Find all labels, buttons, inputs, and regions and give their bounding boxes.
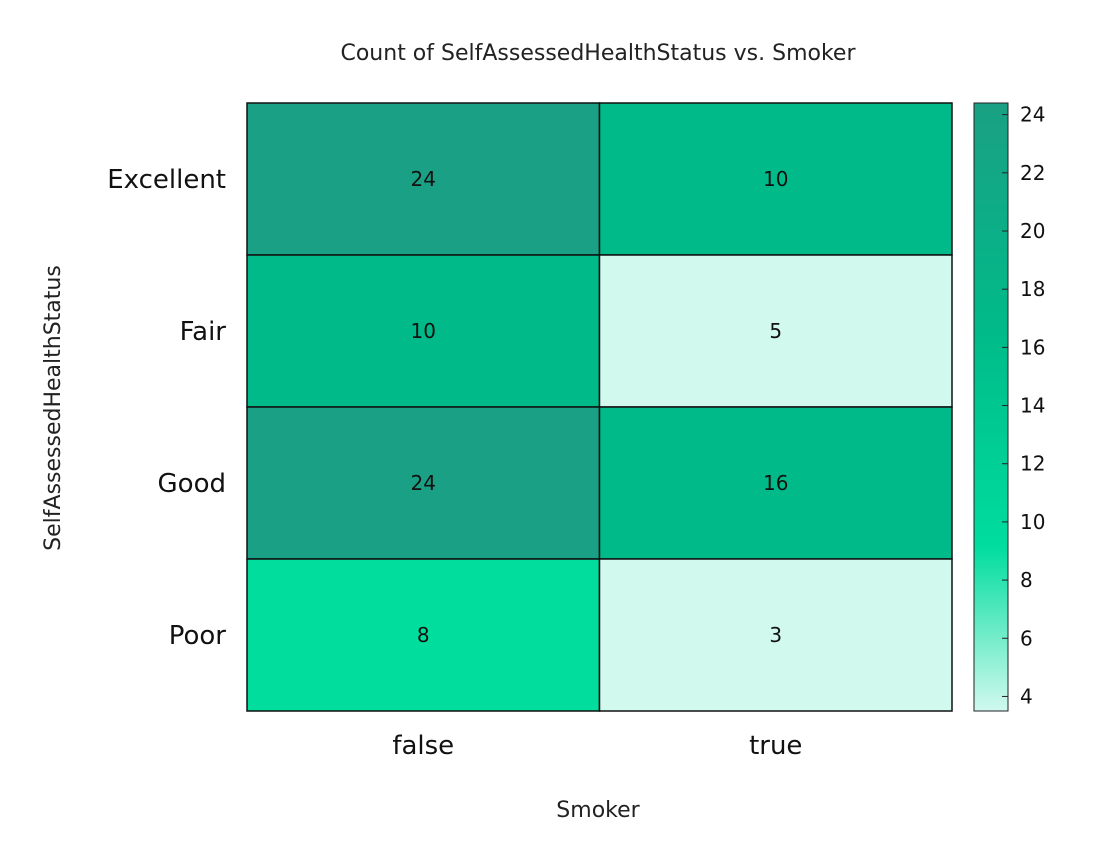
x-tick-label: true bbox=[749, 731, 802, 761]
colorbar-tick-label: 16 bbox=[1020, 335, 1045, 359]
cell-value-label: 10 bbox=[411, 319, 436, 343]
colorbar-tick-label: 6 bbox=[1020, 626, 1033, 650]
x-axis-tick-labels: false true bbox=[392, 731, 802, 761]
y-axis-tick-labels: Excellent Fair Good Poor bbox=[107, 165, 226, 651]
cell-value-label: 24 bbox=[411, 471, 436, 495]
colorbar-tick-label: 22 bbox=[1020, 161, 1045, 185]
heatmap-cells bbox=[246, 102, 953, 712]
y-axis-label: SelfAssessedHealthStatus bbox=[41, 265, 66, 551]
colorbar-tick-label: 10 bbox=[1020, 510, 1045, 534]
cell-value-label: 16 bbox=[763, 471, 788, 495]
y-tick-label: Excellent bbox=[107, 165, 226, 195]
chart-title: Count of SelfAssessedHealthStatus vs. Sm… bbox=[340, 41, 856, 66]
colorbar-tick-label: 18 bbox=[1020, 277, 1045, 301]
colorbar-tick-label: 4 bbox=[1020, 684, 1033, 708]
x-axis-label: Smoker bbox=[556, 798, 640, 823]
heatmap-cell bbox=[598, 406, 953, 560]
y-tick-label: Fair bbox=[180, 317, 227, 347]
cell-value-label: 24 bbox=[411, 167, 436, 191]
colorbar-tick-label: 12 bbox=[1020, 452, 1045, 476]
heatmap-cell bbox=[246, 558, 601, 712]
heatmap-cell bbox=[246, 406, 601, 560]
y-tick-label: Poor bbox=[169, 621, 227, 651]
heatmap-cell-labels: 24 10 10 5 24 16 8 3 bbox=[411, 167, 789, 647]
heatmap-cell bbox=[598, 558, 953, 712]
cell-value-label: 3 bbox=[769, 623, 782, 647]
heatmap-cell bbox=[598, 102, 953, 256]
colorbar bbox=[973, 102, 1009, 712]
cell-value-label: 8 bbox=[417, 623, 430, 647]
heatmap-cell bbox=[246, 254, 601, 408]
cell-value-label: 10 bbox=[763, 167, 788, 191]
cell-value-label: 5 bbox=[769, 319, 782, 343]
colorbar-tick-label: 24 bbox=[1020, 103, 1045, 127]
colorbar-tick-label: 20 bbox=[1020, 219, 1045, 243]
colorbar-tick-label: 8 bbox=[1020, 568, 1033, 592]
heatmap-cell bbox=[598, 254, 953, 408]
colorbar-ticks: 4 6 8 10 12 14 16 18 20 22 24 bbox=[1002, 103, 1045, 708]
y-tick-label: Good bbox=[158, 469, 226, 499]
x-tick-label: false bbox=[392, 731, 454, 761]
colorbar-tick-label: 14 bbox=[1020, 394, 1045, 418]
heatmap-cell bbox=[246, 102, 601, 256]
